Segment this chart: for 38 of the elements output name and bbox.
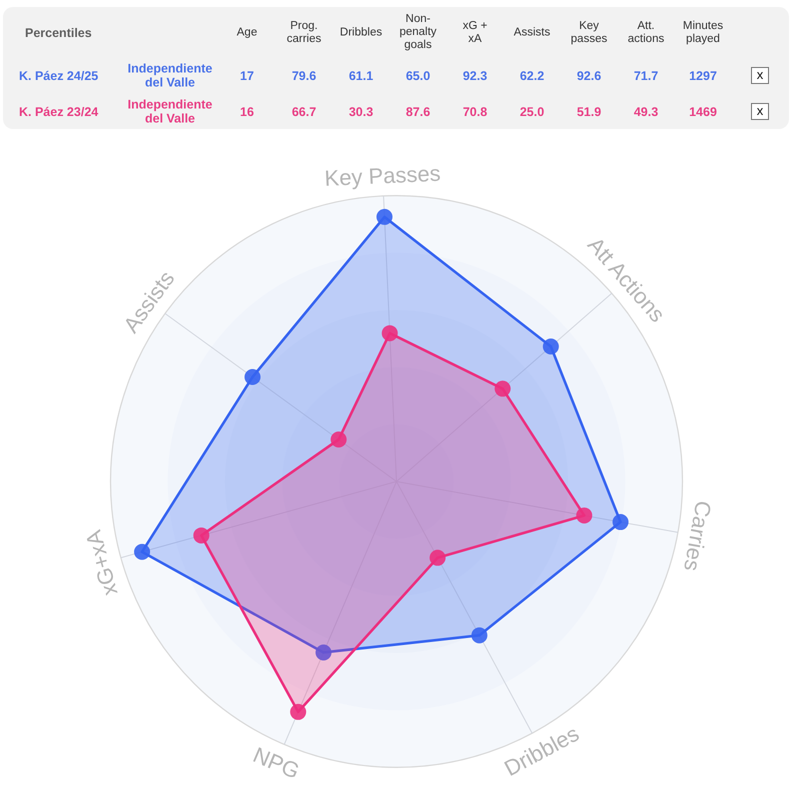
spoke-label: NPG [250,742,304,784]
data-label: 92.3 [462,68,488,84]
data-label: 92.6 [576,68,602,84]
data-label: 87.6 [406,104,430,120]
category-label: Prog. carries [286,20,322,46]
data-label: 51.9 [576,104,602,120]
legend-label: K. Páez 24/25 [19,68,98,84]
data-label: 71.7 [634,68,658,84]
text: Percentiles [25,26,92,40]
category-label: Dribbles [340,26,382,40]
category-label: Att. actions [628,20,664,46]
data-label: 25.0 [520,104,544,120]
data-label: 61.1 [348,68,374,84]
text: x [751,102,769,120]
spoke-label: Key Passes [324,160,442,191]
category-label: Minutes played [682,20,724,46]
data-label: 30.3 [348,104,374,120]
data-label: 16 [240,104,254,120]
spoke-label: xG+xA [80,527,122,599]
data-label: 79.6 [292,68,316,84]
data-label: 1297 [689,68,717,84]
category-label: xG + xA [462,20,488,46]
text: x [751,66,769,84]
text: Independiente del Valle [128,98,212,126]
text: Independiente del Valle [128,62,212,90]
data-label: 65.0 [406,68,430,84]
data-label: 17 [240,68,254,84]
category-label: Assists [514,26,550,40]
legend-label: K. Páez 23/24 [19,104,98,120]
data-label: 62.2 [520,68,544,84]
data-label: 70.8 [462,104,488,120]
category-label: Key passes [570,20,608,46]
spoke-label: Carries [679,498,716,574]
data-label: 1469 [689,104,717,120]
data-label: 66.7 [292,104,316,120]
category-label: Age [236,26,258,40]
category-label: Non- penalty goals [399,13,437,53]
data-label: 49.3 [634,104,658,120]
